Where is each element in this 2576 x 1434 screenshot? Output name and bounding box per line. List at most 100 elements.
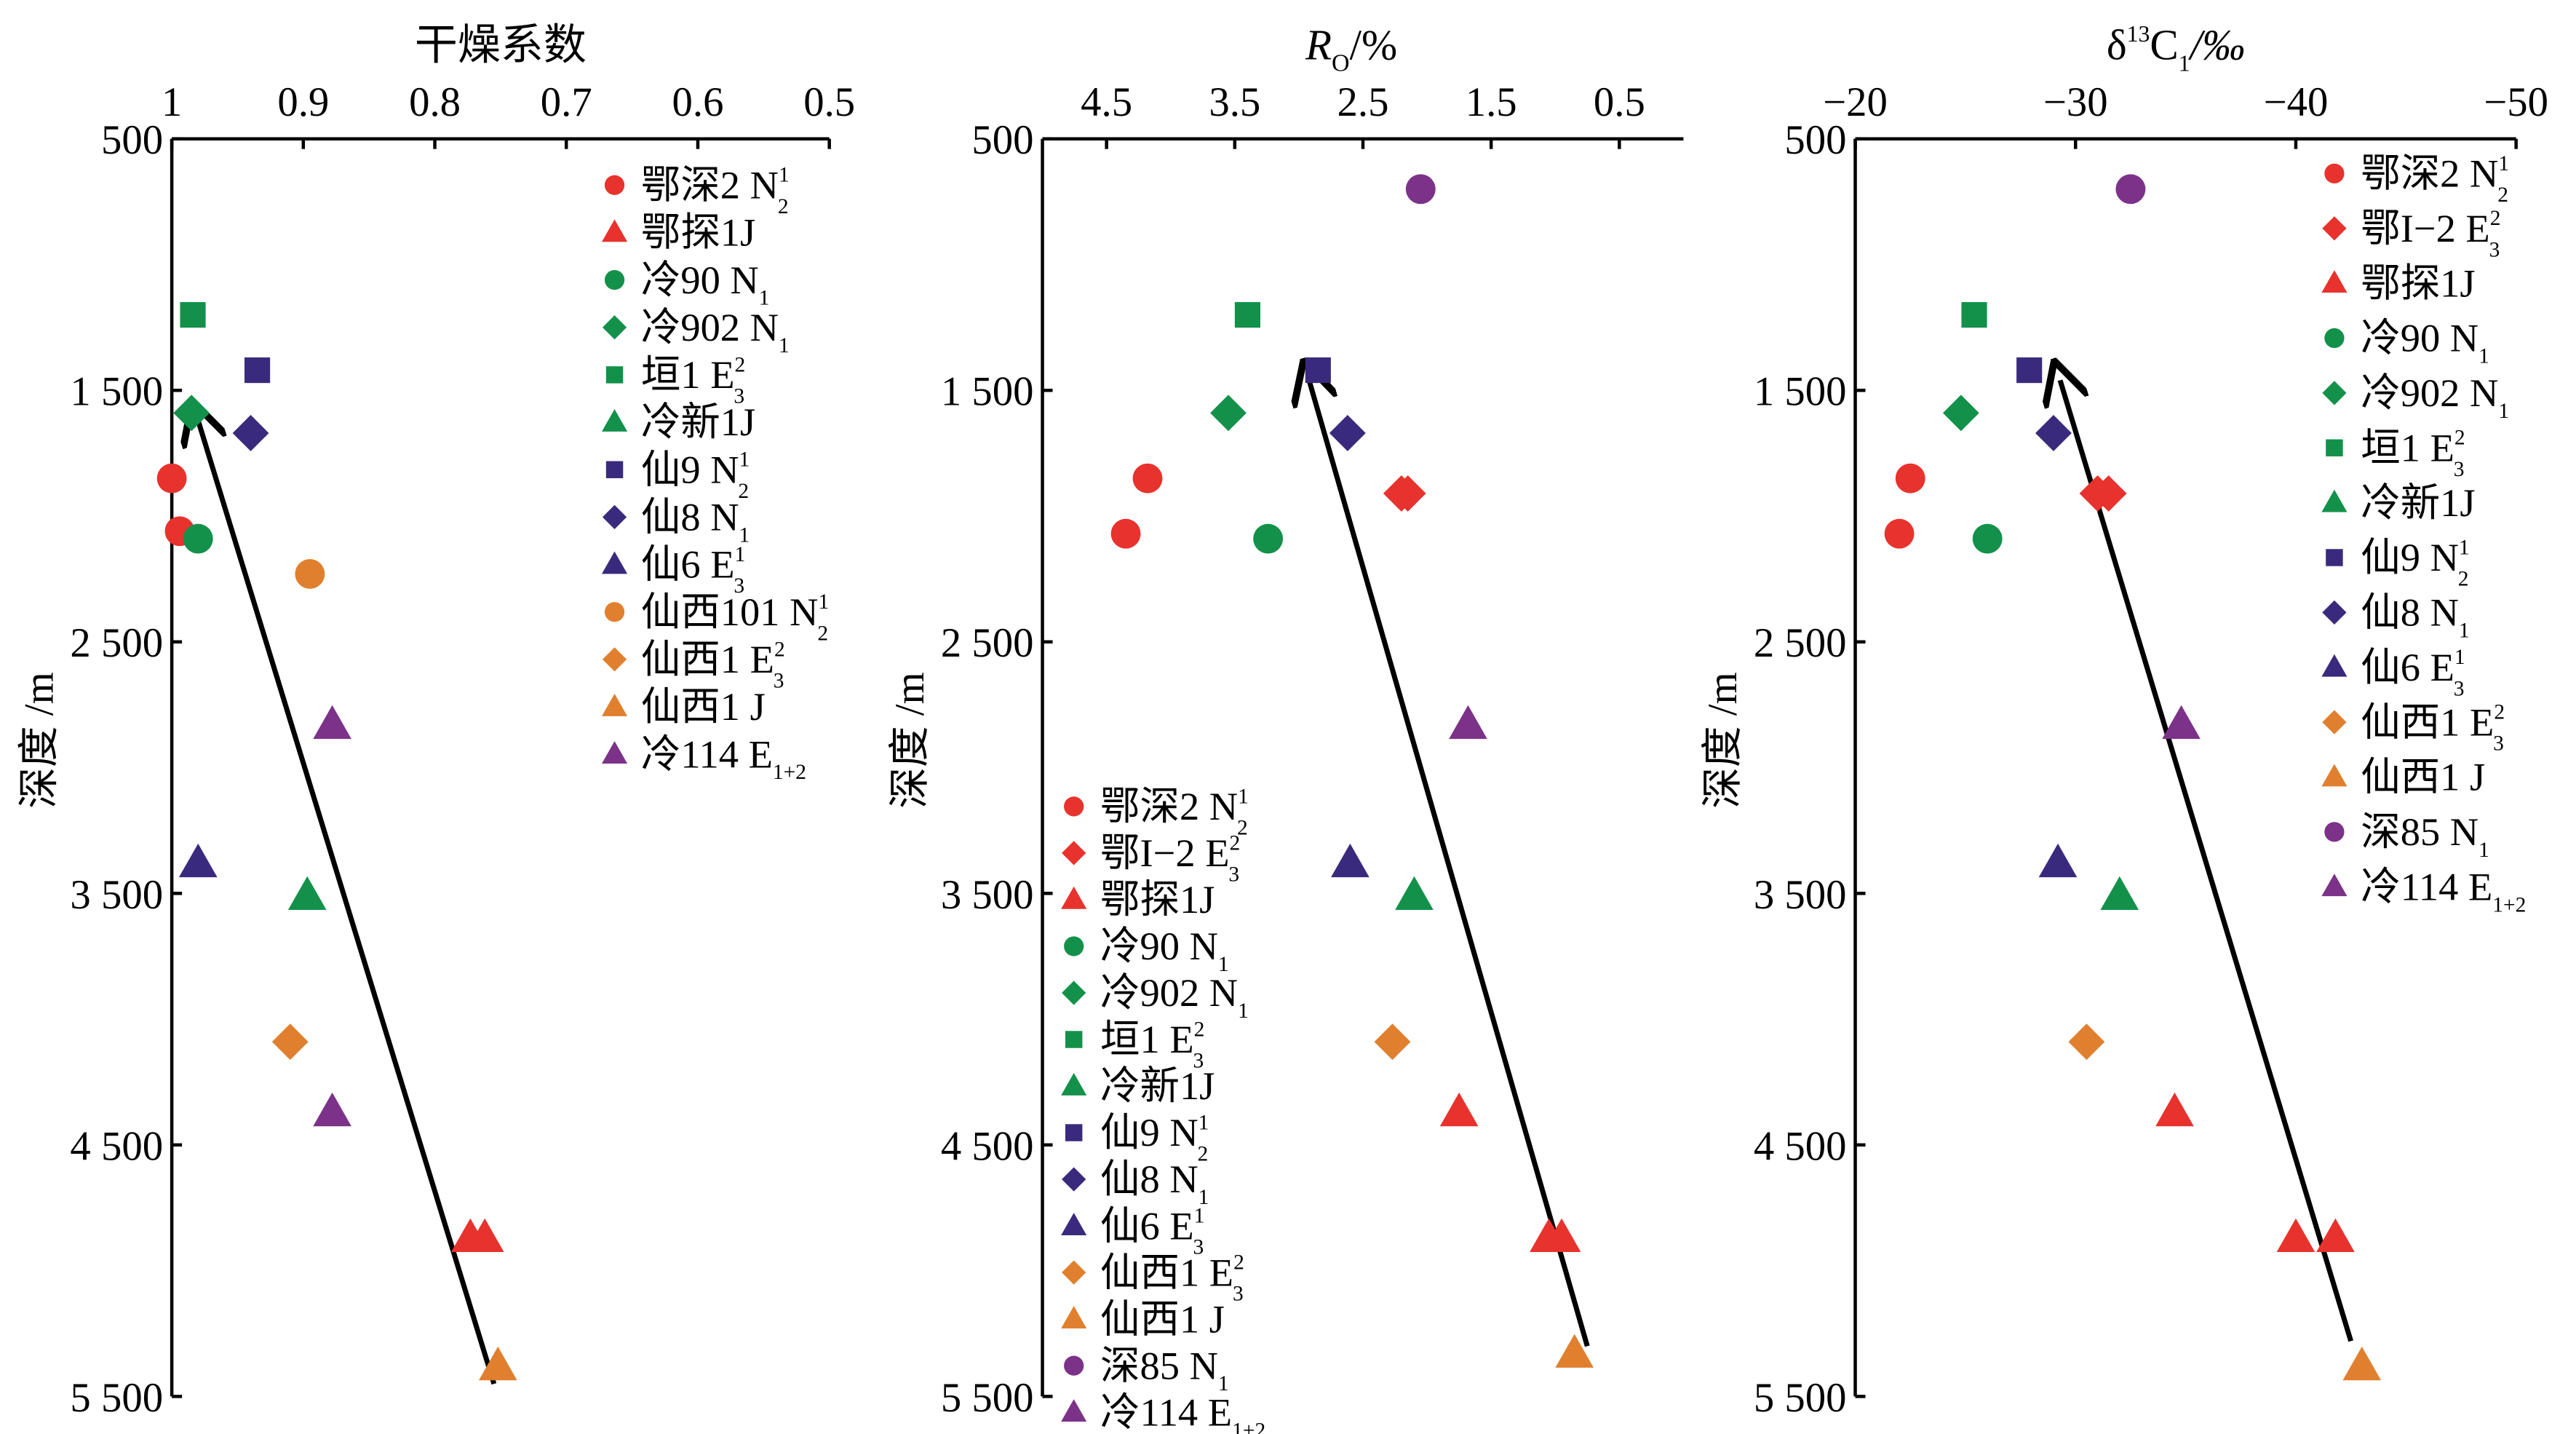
legend-marker xyxy=(2324,163,2345,184)
panel-drying-coefficient: 1 0.9 0.8 0.7 0.6 0.5 500 1 500 2 500 3 500 4 500 5… xyxy=(17,21,856,1421)
legend-label: 仙西1 J xyxy=(1100,1296,1225,1341)
legend-label: 鄂深2 N1 2 xyxy=(641,162,790,218)
data-point xyxy=(2079,475,2116,512)
x-tick-label: 2.5 xyxy=(1337,79,1389,125)
data-point xyxy=(2276,1218,2315,1252)
y-tick-label: 3 500 xyxy=(1754,872,1847,918)
data-point xyxy=(2342,1346,2382,1381)
legend-label: 鄂探1J xyxy=(2361,261,2475,305)
x-axis-label: 干燥系数 xyxy=(415,21,587,69)
legend-marker xyxy=(602,315,627,340)
data-point xyxy=(1542,1218,1581,1252)
legend-label: 冷新1J xyxy=(2361,480,2475,525)
legend-label: 冷114 E1+2 xyxy=(1100,1390,1265,1434)
y-tick-label: 2 500 xyxy=(1754,620,1847,666)
x-tick-label: 0.8 xyxy=(409,79,461,125)
x-tick-label: 0.6 xyxy=(672,79,724,125)
legend-marker xyxy=(1062,841,1086,865)
legend-label: 仙8 N1 xyxy=(641,495,750,547)
x-tick-label: 1 xyxy=(162,79,182,125)
legend-label: 深85 N1 xyxy=(2361,809,2489,862)
legend-label: 鄂I−2 E2 3 xyxy=(1100,831,1240,886)
legend-label: 仙9 N1 2 xyxy=(1100,1110,1209,1165)
legend-marker xyxy=(2321,764,2348,787)
legend-marker xyxy=(2324,822,2345,842)
legend-label: 垣1 E2 3 xyxy=(641,352,745,408)
legend-marker xyxy=(602,504,627,529)
x-tick-label: −30 xyxy=(2043,79,2108,125)
data-point xyxy=(1972,523,2003,554)
legend-marker xyxy=(1062,1167,1086,1192)
data-point xyxy=(1395,876,1434,911)
data-point xyxy=(1110,518,1141,549)
data-point xyxy=(2016,357,2043,384)
data-point xyxy=(245,357,271,384)
legend-marker xyxy=(1064,936,1084,956)
legend-label: 仙西101 N1 2 xyxy=(641,590,829,645)
legend-label: 鄂探1J xyxy=(1100,877,1215,922)
legend-marker xyxy=(2322,710,2347,734)
legend-label: 仙西1 E2 3 xyxy=(2361,700,2505,755)
x-tick-label: 0.5 xyxy=(803,79,855,125)
legend-label: 冷新1J xyxy=(641,400,755,444)
trend-arrow xyxy=(2060,380,2353,1342)
x-tick-label: −40 xyxy=(2264,79,2329,125)
data-point xyxy=(1329,415,1366,451)
legend-marker xyxy=(602,647,627,672)
data-point xyxy=(1374,1023,1411,1061)
panel-vitrinite-reflectance: 4.5 3.5 2.5 1.5 0.5 500 1 500 2 500 3 500 4 500 5 … xyxy=(887,21,1684,1434)
y-tick-label: 1 500 xyxy=(70,369,163,415)
y-tick-label: 4 500 xyxy=(1754,1123,1847,1169)
y-tick-label: 1 500 xyxy=(941,369,1034,415)
legend-label: 冷90 N1 xyxy=(2361,316,2489,368)
legend-marker xyxy=(2326,549,2343,566)
legend-marker xyxy=(602,551,628,574)
legend-label: 冷90 N1 xyxy=(641,258,770,310)
x-tick-label: 1.5 xyxy=(1466,79,1517,125)
legend-marker xyxy=(602,693,628,716)
data-point xyxy=(178,843,218,878)
legend-marker xyxy=(1062,981,1086,1005)
data-point xyxy=(2115,174,2146,205)
legend-label: 冷902 N1 xyxy=(1100,970,1249,1023)
legend-label: 仙6 E1 3 xyxy=(2361,645,2465,700)
legend-marker xyxy=(1061,1213,1087,1235)
y-axis-label: 深度 /m xyxy=(17,672,63,809)
legend-marker xyxy=(2322,600,2347,625)
legend-marker xyxy=(2322,216,2347,241)
legend-marker xyxy=(602,219,628,242)
legend-marker xyxy=(2321,654,2348,677)
legend-marker xyxy=(2322,381,2347,405)
data-point xyxy=(1895,463,1925,494)
y-tick-label: 2 500 xyxy=(70,620,163,666)
legend-label: 仙9 N1 2 xyxy=(2361,535,2469,590)
y-tick-label: 3 500 xyxy=(941,872,1034,918)
legend-label: 鄂探1J xyxy=(641,210,755,255)
data-point xyxy=(2068,1023,2105,1061)
y-tick-label: 500 xyxy=(971,117,1033,163)
y-tick-label: 5 500 xyxy=(70,1375,163,1421)
legend-label: 仙9 N1 2 xyxy=(641,447,750,502)
x-tick-label: −20 xyxy=(1823,79,1888,125)
data-point xyxy=(2100,876,2139,911)
legend-label: 仙8 N1 xyxy=(1100,1157,1209,1209)
y-tick-label: 500 xyxy=(101,117,163,163)
data-point xyxy=(232,415,269,451)
data-point xyxy=(2035,415,2072,451)
legend-label: 冷902 N1 xyxy=(641,305,790,357)
legend-marker xyxy=(602,741,628,764)
y-tick-label: 4 500 xyxy=(941,1123,1034,1169)
legend-marker xyxy=(605,461,624,478)
legend-marker xyxy=(1061,1399,1087,1422)
legend-marker xyxy=(2321,874,2348,897)
legend-label: 垣1 E2 3 xyxy=(1100,1017,1204,1072)
legend-marker xyxy=(2321,270,2348,293)
data-point xyxy=(180,302,206,328)
legend-label: 冷90 N1 xyxy=(1100,924,1229,976)
legend-marker xyxy=(605,366,624,384)
y-tick-label: 2 500 xyxy=(941,620,1034,666)
x-axis-label: δ13C1/‰ xyxy=(2107,21,2245,76)
data-point xyxy=(2162,705,2201,740)
x-tick-label: 3.5 xyxy=(1209,79,1260,125)
legend-marker xyxy=(604,269,625,290)
